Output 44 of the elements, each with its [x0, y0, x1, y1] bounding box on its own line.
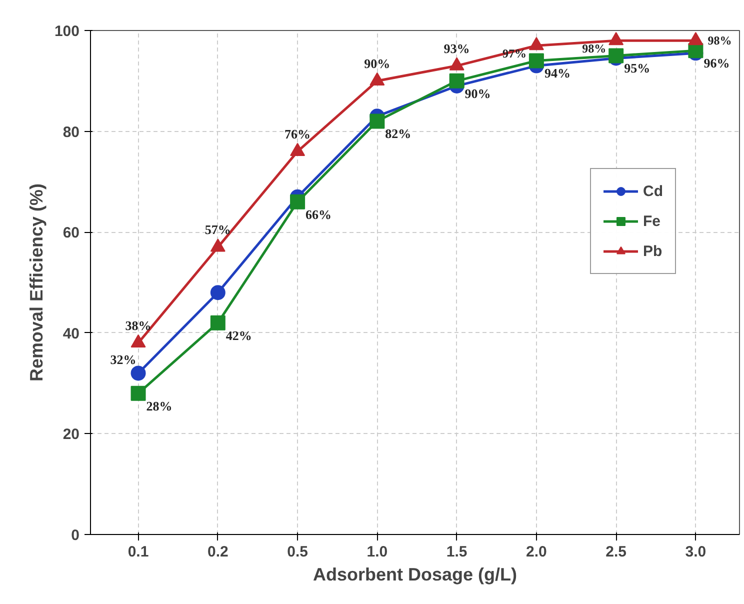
point	[130, 366, 146, 381]
y-axis-title: Removal Efficiency (%)	[26, 183, 46, 382]
x-tick-label: 1.0	[366, 544, 388, 560]
point	[130, 386, 146, 401]
x-tick-label: 0.1	[128, 544, 149, 560]
y-tick-label: 60	[62, 224, 80, 242]
point	[210, 285, 226, 300]
data-label: 94%	[544, 66, 570, 81]
data-label: 93%	[444, 40, 470, 56]
point	[608, 48, 624, 64]
y-tick-label: 40	[62, 325, 80, 342]
point	[290, 194, 306, 210]
data-label: 98%	[708, 34, 732, 48]
data-label: 76%	[284, 126, 311, 142]
data-label: 82%	[385, 126, 412, 142]
data-label: 90%	[364, 56, 390, 71]
legend-label: Cd	[643, 182, 663, 200]
y-tick-label: 0	[71, 527, 80, 544]
data-label: 66%	[306, 206, 332, 222]
y-tick-label: 80	[62, 124, 80, 141]
y-tick-label: 20	[62, 426, 80, 444]
data-label: 57%	[204, 222, 231, 238]
x-tick-label: 1.5	[446, 544, 468, 560]
x-tick-label: 0.2	[207, 544, 228, 560]
data-label: 28%	[146, 398, 172, 414]
data-label: 95%	[624, 60, 650, 76]
data-label: 32%	[110, 352, 136, 368]
data-label: 42%	[226, 328, 252, 343]
data-label: 98%	[582, 42, 606, 56]
x-axis-title: Adsorbent Dosage (g/L)	[313, 564, 518, 584]
data-label: 38%	[125, 318, 152, 333]
data-label: 96%	[704, 56, 730, 71]
x-tick-label: 0.5	[287, 544, 308, 560]
point	[210, 315, 226, 330]
y-tick-label: 100	[54, 23, 80, 40]
x-tick-label: 2.0	[526, 544, 547, 560]
x-tick-label: 2.5	[606, 544, 627, 560]
point	[449, 73, 464, 88]
point	[370, 114, 385, 129]
legend-label: Fe	[643, 212, 662, 230]
x-tick-label: 3.0	[685, 544, 706, 560]
legend-label: Pb	[643, 242, 663, 260]
point	[528, 53, 544, 68]
data-label: 90%	[464, 86, 491, 101]
